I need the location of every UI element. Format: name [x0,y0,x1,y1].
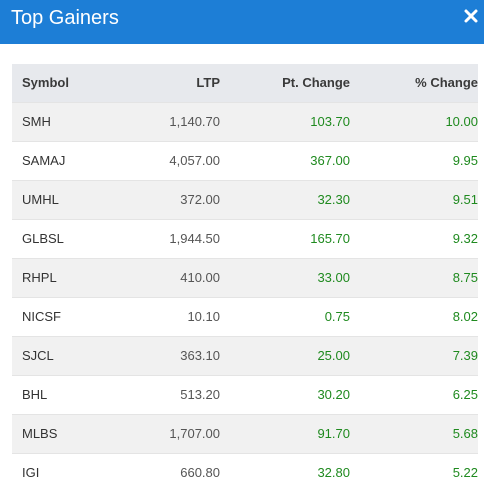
gainers-table: Symbol LTP Pt. Change % Change SMH 1,140.… [12,64,478,486]
symbol-cell[interactable]: SMH [22,114,51,129]
ltp-cell: 660.80 [180,465,220,481]
pct-change-cell: 7.39 [452,348,478,363]
table-row[interactable]: RHPL 410.00 33.00 8.75 [12,258,478,297]
modal-header: Top Gainers [0,0,484,44]
pt-change-cell: 367.00 [310,153,350,168]
pt-change-cell: 91.70 [317,426,350,441]
table-row[interactable]: BHL 513.20 30.20 6.25 [12,375,478,414]
column-header-pt-change[interactable]: Pt. Change [282,75,350,91]
symbol-cell[interactable]: SAMAJ [22,153,66,168]
table-row[interactable]: SAMAJ 4,057.00 367.00 9.95 [12,141,478,180]
ltp-cell: 10.10 [187,309,220,324]
pt-change-cell: 0.75 [324,309,350,324]
gainers-table-panel: Symbol LTP Pt. Change % Change SMH 1,140.… [12,64,478,486]
pct-change-cell: 9.32 [452,231,478,246]
symbol-cell[interactable]: IGI [22,465,40,481]
pct-change-cell: 6.25 [452,387,478,402]
close-button[interactable] [463,8,479,24]
pt-change-cell: 103.70 [310,114,350,129]
symbol-cell[interactable]: BHL [22,387,48,402]
ltp-cell: 4,057.00 [169,153,220,168]
ltp-cell: 513.20 [180,387,220,402]
symbol-cell[interactable]: NICSF [22,309,61,324]
ltp-cell: 1,944.50 [169,231,220,246]
pct-change-cell: 9.95 [452,153,478,168]
symbol-cell[interactable]: UMHL [22,192,59,207]
ltp-cell: 410.00 [180,270,220,285]
table-header-row: Symbol LTP Pt. Change % Change [12,64,478,102]
pct-change-cell: 10.00 [445,114,478,129]
column-header-pct-change[interactable]: % Change [415,75,478,91]
pct-change-cell: 9.51 [452,192,478,207]
ltp-cell: 1,140.70 [169,114,220,129]
table-row[interactable]: SJCL 363.10 25.00 7.39 [12,336,478,375]
pt-change-cell: 32.80 [317,465,350,481]
column-header-ltp[interactable]: LTP [196,75,220,91]
symbol-cell[interactable]: MLBS [22,426,58,441]
table-row[interactable]: SMH 1,140.70 103.70 10.00 [12,102,478,141]
pt-change-cell: 165.70 [310,231,350,246]
pt-change-cell: 25.00 [317,348,350,363]
table-row[interactable]: UMHL 372.00 32.30 9.51 [12,180,478,219]
ltp-cell: 372.00 [180,192,220,207]
table-row[interactable]: MLBS 1,707.00 91.70 5.68 [12,414,478,453]
modal-title: Top Gainers [11,7,119,29]
ltp-cell: 363.10 [180,348,220,363]
symbol-cell[interactable]: SJCL [22,348,54,363]
pct-change-cell: 8.75 [452,270,478,285]
ltp-cell: 1,707.00 [169,426,220,441]
pt-change-cell: 30.20 [317,387,350,402]
symbol-cell[interactable]: RHPL [22,270,57,285]
table-row[interactable]: IGI 660.80 32.80 5.22 [12,453,478,486]
symbol-cell[interactable]: GLBSL [22,231,64,246]
table-row[interactable]: GLBSL 1,944.50 165.70 9.32 [12,219,478,258]
pct-change-cell: 8.02 [452,309,478,324]
pct-change-cell: 5.22 [452,465,478,481]
pt-change-cell: 33.00 [317,270,350,285]
pt-change-cell: 32.30 [317,192,350,207]
close-icon [464,9,478,23]
pct-change-cell: 5.68 [452,426,478,441]
column-header-symbol[interactable]: Symbol [22,75,69,91]
table-row[interactable]: NICSF 10.10 0.75 8.02 [12,297,478,336]
